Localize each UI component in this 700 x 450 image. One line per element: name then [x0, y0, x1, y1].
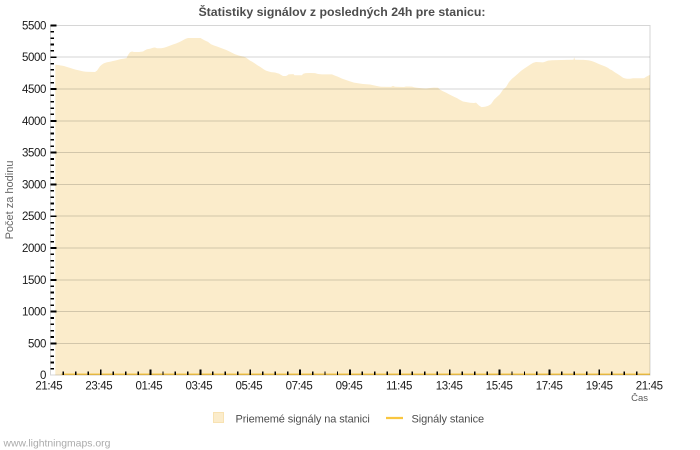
svg-text:19:45: 19:45	[586, 381, 613, 393]
svg-text:4000: 4000	[22, 116, 46, 128]
svg-text:11:45: 11:45	[386, 381, 412, 393]
svg-text:23:45: 23:45	[85, 381, 112, 393]
svg-text:5000: 5000	[22, 52, 46, 64]
svg-text:1000: 1000	[22, 307, 46, 319]
svg-text:05:45: 05:45	[236, 381, 263, 393]
svg-text:15:45: 15:45	[486, 381, 513, 393]
svg-text:03:45: 03:45	[186, 381, 213, 393]
svg-text:21:45: 21:45	[35, 381, 62, 393]
svg-text:Štatistiky signálov z posledný: Štatistiky signálov z posledných 24h pre…	[198, 4, 485, 19]
svg-text:Signály stanice: Signály stanice	[412, 413, 485, 425]
svg-text:5500: 5500	[22, 20, 46, 32]
svg-text:Počet za hodinu: Počet za hodinu	[4, 161, 16, 240]
svg-text:3000: 3000	[22, 179, 46, 191]
svg-text:500: 500	[28, 338, 46, 350]
svg-text:13:45: 13:45	[436, 381, 463, 393]
svg-text:21:45: 21:45	[636, 381, 663, 393]
svg-text:Priememé signály na stanici: Priememé signály na stanici	[236, 413, 370, 425]
svg-text:0: 0	[40, 370, 46, 382]
svg-text:2000: 2000	[22, 243, 46, 255]
svg-text:3500: 3500	[22, 148, 46, 160]
svg-text:Čas: Čas	[631, 393, 648, 404]
svg-text:09:45: 09:45	[336, 381, 363, 393]
svg-text:2500: 2500	[22, 211, 46, 223]
svg-text:07:45: 07:45	[286, 381, 313, 393]
svg-text:01:45: 01:45	[136, 381, 163, 393]
svg-text:www.lightningmaps.org: www.lightningmaps.org	[3, 438, 111, 449]
svg-text:1500: 1500	[22, 275, 46, 287]
svg-text:4500: 4500	[22, 84, 46, 96]
svg-text:17:45: 17:45	[536, 381, 563, 393]
